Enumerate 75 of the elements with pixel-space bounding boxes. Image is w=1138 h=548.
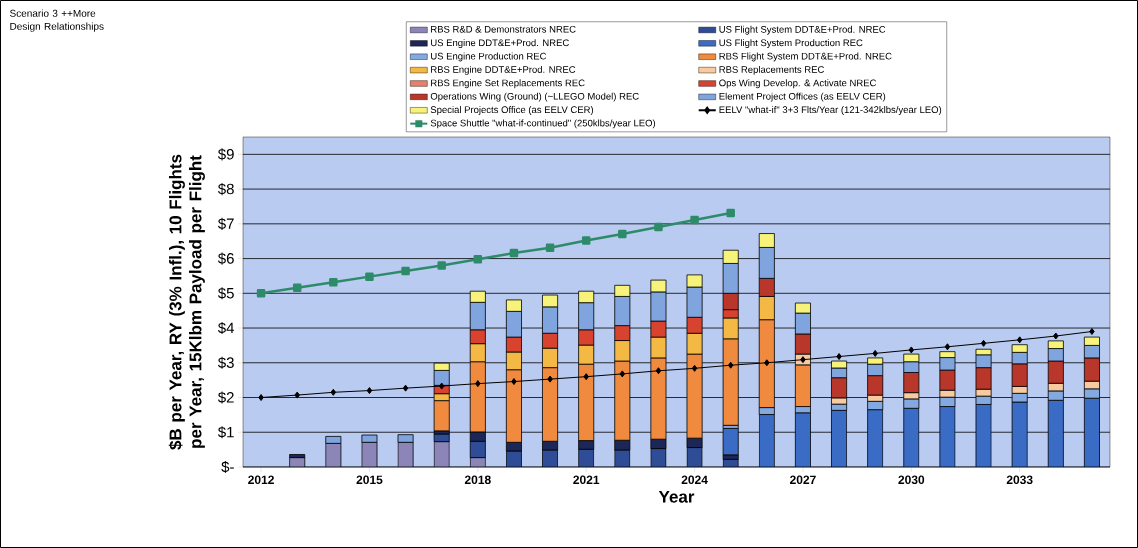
legend-label: US Flight System DDT&E+Prod. NREC	[719, 25, 886, 35]
legend-label: RBS R&D & Demonstrators NREC	[431, 25, 576, 33]
point	[330, 388, 337, 396]
legend-label: Operations Wing (Ground) (~LLEGO Model) REC	[430, 92, 639, 102]
y-axis-title: $B per Year, RY (3% Infl.), 10 Flights per Year, 15Klbm Payload per Flight	[168, 154, 205, 450]
point	[329, 277, 338, 287]
point	[365, 272, 374, 281]
y-tick-label: $-	[221, 460, 234, 474]
y-tick-label: $8	[217, 183, 234, 196]
point	[691, 364, 698, 372]
legend-label: Space Shuttle "what-if-continued" (250klbs/year LEO)	[430, 119, 656, 129]
point	[475, 380, 481, 388]
point	[1089, 328, 1095, 336]
point	[256, 289, 266, 298]
point	[511, 378, 517, 386]
legend-label: Element Project Offices (as EELV CER)	[719, 92, 886, 102]
point	[438, 382, 445, 390]
point	[654, 222, 663, 232]
x-tick-label: 2030	[898, 475, 925, 485]
x-tick-label: 2027	[790, 475, 816, 485]
x-tick-label: 2024	[681, 475, 708, 485]
text: Scenario 3 ++More Design Relationships	[10, 9, 104, 32]
point	[545, 243, 555, 253]
point	[1053, 332, 1059, 340]
point	[980, 339, 987, 347]
x-tick-label: 2015	[356, 475, 383, 485]
point	[618, 229, 627, 239]
point	[366, 387, 373, 395]
x-tick-label: 2021	[573, 475, 600, 485]
point	[908, 346, 915, 354]
point	[437, 261, 446, 270]
point	[1016, 336, 1023, 344]
point	[619, 370, 626, 378]
point	[690, 215, 699, 225]
x-tick-label: 2033	[1006, 475, 1033, 485]
x-tick-label: 2012	[248, 475, 274, 485]
legend-label: RBS Engine Set Replacements REC	[431, 79, 585, 89]
legend-label: RBS Replacements REC	[719, 65, 824, 75]
point	[726, 208, 735, 218]
legend-label: Ops Wing Develop. & Activate NREC	[719, 79, 877, 89]
point	[509, 248, 519, 258]
y-tick-label: $2	[217, 391, 234, 404]
x-axis-title: Year	[658, 490, 695, 503]
y-tick-label: $4	[217, 321, 235, 335]
point	[800, 356, 806, 364]
y-tick-label: $9	[217, 148, 234, 161]
legend-label: US Engine Production REC	[431, 52, 547, 62]
point	[294, 391, 300, 399]
point	[401, 266, 410, 276]
point	[547, 375, 553, 383]
legend-label: RBS Flight System DDT&E+Prod. NREC	[719, 52, 892, 62]
point	[872, 349, 878, 357]
legend-label: US Engine DDT&E+Prod. NREC	[431, 39, 569, 49]
point	[258, 394, 264, 402]
point	[944, 343, 951, 351]
y-tick-label: $7	[217, 217, 234, 230]
y-tick-label: $5	[217, 287, 234, 300]
legend-label: EELV "what-if" 3+3 Flts/Year (121-342klbs/year LEO)	[719, 106, 942, 115]
legend-label: RBS Engine DDT&E+Prod. NREC	[431, 65, 576, 75]
y-tick-label: $6	[217, 252, 234, 265]
bar	[722, 428, 739, 456]
point	[836, 353, 842, 361]
x-tick-label: 2018	[464, 475, 491, 485]
point	[402, 384, 409, 392]
point	[583, 373, 589, 381]
point	[655, 367, 662, 375]
point	[727, 361, 734, 369]
point	[473, 255, 483, 264]
y-tick-label: $3	[217, 356, 234, 369]
legend-label: US Flight System Production REC	[719, 39, 863, 49]
point	[581, 236, 591, 245]
point	[764, 359, 770, 367]
y-tick-label: $1	[217, 426, 234, 439]
legend-label: Special Projects Office (as EELV CER)	[430, 106, 594, 115]
point	[292, 283, 302, 292]
